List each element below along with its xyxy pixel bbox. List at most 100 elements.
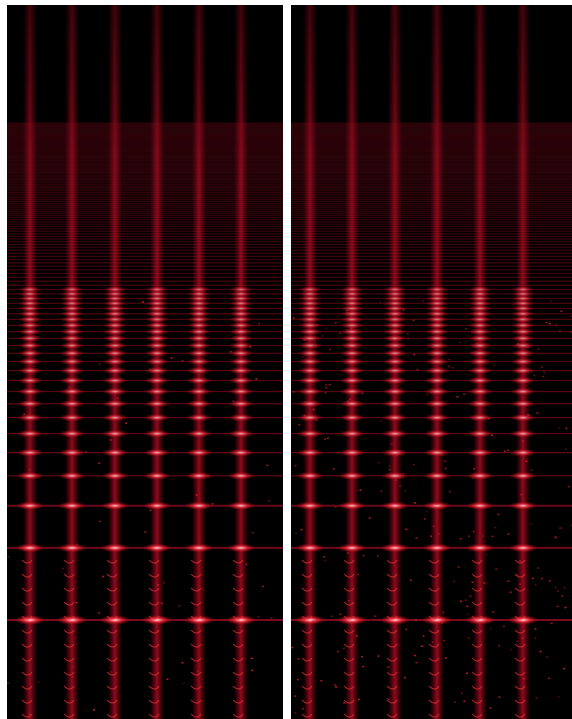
- noise-speck: [445, 657, 447, 659]
- noise-speck: [565, 449, 567, 451]
- noise-speck: [546, 322, 548, 324]
- harmonic-spark: [58, 414, 86, 422]
- noise-speck: [204, 507, 206, 509]
- noise-speck: [98, 612, 100, 614]
- noise-speck: [532, 578, 534, 580]
- noise-speck: [459, 342, 461, 344]
- noise-speck: [463, 701, 465, 703]
- harmonic-spark: [467, 358, 494, 365]
- noise-speck: [377, 555, 379, 557]
- harmonic-spark: [143, 472, 172, 480]
- harmonic-spark: [467, 335, 493, 342]
- page: (() => { JSON.parse(document.getElementB…: [0, 0, 572, 719]
- harmonic-spark: [16, 472, 45, 480]
- harmonic-spark: [184, 543, 214, 552]
- noise-speck: [313, 409, 315, 411]
- harmonic-spark: [101, 414, 129, 422]
- harmonic-spark: [186, 335, 212, 342]
- noise-speck: [266, 465, 268, 467]
- noise-speck: [395, 431, 397, 433]
- harmonic-spark: [424, 328, 450, 335]
- noise-speck: [473, 468, 475, 470]
- noise-speck: [331, 616, 333, 618]
- noise-speck: [440, 342, 442, 344]
- noise-speck: [538, 348, 540, 350]
- harmonic-spark: [339, 335, 365, 342]
- noise-speck: [85, 451, 87, 453]
- harmonic-spark: [102, 322, 128, 329]
- harmonic-spark: [379, 615, 411, 625]
- harmonic-spark: [296, 388, 323, 396]
- noise-speck: [321, 335, 323, 337]
- harmonic-spark: [227, 472, 256, 480]
- harmonic-spark: [507, 615, 539, 625]
- noise-speck: [327, 438, 329, 440]
- noise-speck: [503, 626, 505, 628]
- noise-speck: [93, 709, 95, 711]
- noise-speck: [537, 567, 539, 569]
- harmonic-spark: [184, 501, 214, 510]
- noise-speck: [423, 635, 425, 637]
- noise-speck: [417, 369, 419, 371]
- harmonic-spark: [227, 388, 254, 396]
- noise-speck: [295, 465, 297, 467]
- noise-speck: [157, 584, 159, 586]
- noise-speck: [438, 533, 440, 535]
- noise-speck: [179, 605, 181, 607]
- harmonic-spark: [381, 414, 409, 422]
- harmonic-spark: [295, 501, 325, 510]
- harmonic-spark: [102, 335, 128, 342]
- harmonic-spark: [227, 414, 255, 422]
- noise-speck: [457, 396, 459, 398]
- noise-speck: [69, 387, 71, 389]
- noise-speck: [23, 414, 25, 416]
- noise-speck: [335, 507, 337, 509]
- noise-speck: [374, 615, 376, 617]
- noise-speck: [161, 603, 163, 605]
- harmonic-spark: [228, 335, 254, 342]
- harmonic-spark: [57, 543, 87, 552]
- noise-speck: [564, 587, 566, 589]
- harmonic-spark: [296, 448, 324, 456]
- noise-speck: [315, 345, 317, 347]
- noise-speck: [291, 647, 293, 649]
- noise-speck: [475, 402, 477, 404]
- noise-speck: [304, 619, 306, 621]
- harmonic-spark: [227, 448, 255, 456]
- harmonic-spark: [143, 388, 170, 396]
- noise-speck: [301, 529, 303, 531]
- harmonic-spark: [16, 430, 44, 438]
- noise-speck: [262, 586, 264, 588]
- harmonic-spark: [297, 350, 323, 357]
- harmonic-spark: [423, 448, 451, 456]
- harmonic-spark: [101, 448, 129, 456]
- harmonic-spark: [185, 388, 212, 396]
- harmonic-spark: [141, 615, 173, 625]
- harmonic-spark: [226, 501, 256, 510]
- harmonic-spark: [59, 377, 86, 384]
- harmonic-spark: [297, 335, 323, 342]
- noise-speck: [202, 590, 204, 592]
- noise-speck: [320, 680, 322, 682]
- noise-speck: [466, 606, 468, 608]
- harmonic-spark: [338, 472, 367, 480]
- harmonic-spark: [424, 335, 450, 342]
- harmonic-spark: [101, 388, 128, 396]
- noise-speck: [348, 314, 350, 316]
- noise-speck: [407, 333, 409, 335]
- harmonic-spark: [423, 414, 451, 422]
- noise-speck: [470, 595, 472, 597]
- noise-speck: [110, 671, 112, 673]
- harmonic-spark: [510, 335, 536, 342]
- noise-speck: [358, 699, 360, 701]
- noise-speck: [293, 317, 295, 319]
- noise-speck: [448, 359, 450, 361]
- harmonic-spark: [467, 342, 493, 349]
- noise-speck: [522, 440, 524, 442]
- noise-speck: [458, 566, 460, 568]
- harmonic-spark: [424, 322, 450, 329]
- noise-speck: [302, 708, 304, 710]
- harmonic-spark: [422, 501, 452, 510]
- noise-speck: [521, 637, 523, 639]
- noise-speck: [531, 523, 533, 525]
